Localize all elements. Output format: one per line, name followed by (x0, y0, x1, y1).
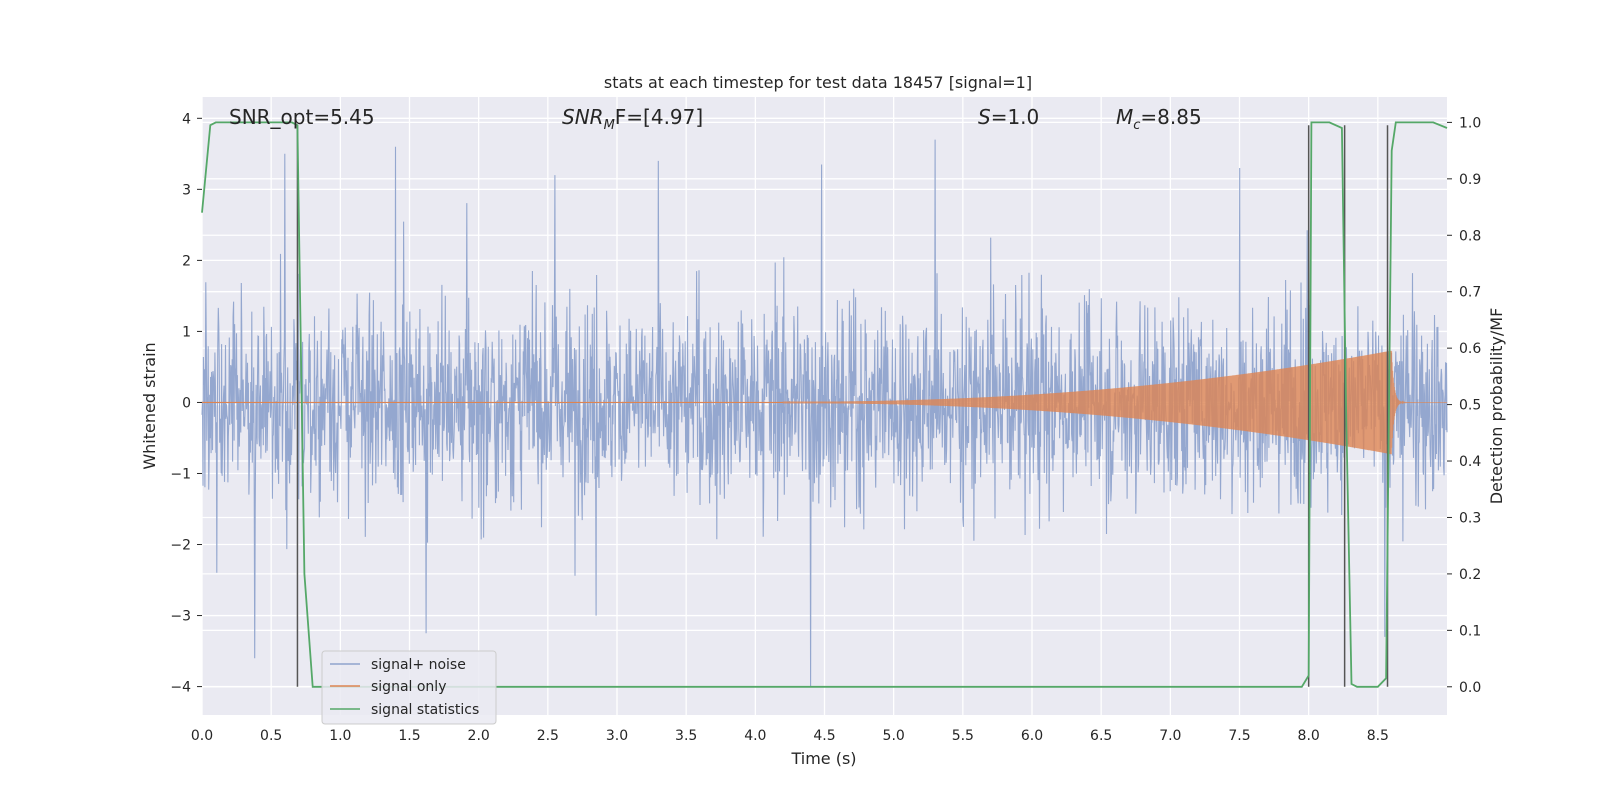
x-tick-label-2: 1.0 (329, 728, 351, 744)
y-axis-label: Whitened strain (140, 342, 159, 469)
y-tick-label-6: −2 (170, 538, 191, 554)
annotation-s-main: S (978, 105, 991, 129)
annotation-mc: Mc=8.85 (1116, 105, 1202, 133)
y-tick-label-3: 1 (182, 324, 191, 340)
y-tick-label-1: 3 (182, 182, 191, 198)
legend-label-signal: signal only (371, 679, 446, 695)
y-tick-label-2: 2 (182, 253, 191, 269)
y-tick-label-4: 0 (182, 395, 191, 411)
legend-label-stats: signal statistics (371, 702, 479, 718)
y-tick-label-0: 4 (182, 111, 191, 127)
x-tick-label-14: 7.0 (1159, 728, 1181, 744)
annotation-s: S=1.0 (978, 105, 1039, 129)
y-tick-label-8: −4 (170, 680, 191, 696)
signal-only-line (782, 350, 1447, 455)
signal-statistics-line (201, 121, 1448, 688)
y2-axis-ticks: 1.0 0.9 0.8 0.7 0.6 0.5 0.4 0.3 0.2 0.1 0.0 (1447, 115, 1481, 696)
y2-tick-label-5: 0.5 (1459, 398, 1481, 414)
x-tick-label-12: 6.0 (1021, 728, 1043, 744)
y2-tick-label-10: 0.0 (1459, 680, 1481, 696)
x-tick-label-11: 5.5 (952, 728, 974, 744)
y2-tick-label-0: 1.0 (1459, 115, 1481, 131)
y-tick-label-7: −3 (170, 609, 191, 625)
x-tick-label-3: 1.5 (398, 728, 420, 744)
x-tick-label-17: 8.5 (1367, 728, 1389, 744)
x-axis-ticks: 0.0 0.5 1.0 1.5 2.0 2.5 3.0 3.5 4.0 4.5 5.0 5.5 6.0 6… (191, 728, 1389, 744)
x-tick-label-5: 2.5 (537, 728, 559, 744)
x-tick-label-16: 8.0 (1298, 728, 1320, 744)
annotation-snr-mf-rest: F=[4.97] (615, 105, 703, 129)
y2-tick-label-7: 0.3 (1459, 510, 1481, 526)
y2-tick-label-1: 0.9 (1459, 172, 1481, 188)
annotation-mc-main: M (1116, 105, 1133, 129)
signal-only-series (202, 350, 1447, 455)
y-tick-label-5: −1 (170, 466, 191, 482)
y2-tick-label-9: 0.1 (1459, 623, 1481, 639)
x-tick-label-9: 4.5 (813, 728, 835, 744)
chart-title: stats at each timestep for test data 184… (604, 73, 1032, 92)
annotation-snr-opt: SNR_opt=5.45 (229, 105, 375, 129)
x-tick-label-10: 5.0 (883, 728, 905, 744)
y-axis-ticks: 4 3 2 1 0 −1 −2 −3 −4 (170, 111, 202, 696)
annotation-mc-sub: c (1133, 118, 1140, 133)
x-tick-label-15: 7.5 (1228, 728, 1250, 744)
annotation-s-rest: =1.0 (991, 105, 1040, 129)
legend-box (321, 650, 497, 725)
x-tick-label-13: 6.5 (1090, 728, 1112, 744)
annotation-snr-mf-sub: M (604, 118, 615, 133)
signal-statistics-series (201, 121, 1448, 688)
annotation-snr-mf-main: SNR (562, 105, 604, 129)
signal-noise-line (201, 139, 1448, 687)
x-tick-label-7: 3.5 (675, 728, 697, 744)
legend: signal+ noise signal only signal statist… (321, 650, 497, 725)
x-tick-label-4: 2.0 (468, 728, 490, 744)
y2-tick-label-6: 0.4 (1459, 454, 1481, 470)
x-tick-label-6: 3.0 (606, 728, 628, 744)
signal-noise-series (201, 139, 1448, 687)
annotation-snr-mf: SNRMF=[4.97] (562, 105, 703, 133)
y2-tick-label-2: 0.8 (1459, 228, 1481, 244)
annotation-mc-rest: =8.85 (1140, 105, 1201, 129)
x-tick-label-8: 4.0 (744, 728, 766, 744)
y2-axis-label: Detection probability/MF (1487, 308, 1506, 505)
y2-tick-label-8: 0.2 (1459, 567, 1481, 583)
x-tick-label-1: 0.5 (260, 728, 282, 744)
y2-tick-label-3: 0.7 (1459, 285, 1481, 301)
y2-tick-label-4: 0.6 (1459, 341, 1481, 357)
x-tick-label-0: 0.0 (191, 728, 213, 744)
legend-label-noise: signal+ noise (371, 657, 466, 673)
x-axis-label: Time (s) (790, 749, 856, 768)
